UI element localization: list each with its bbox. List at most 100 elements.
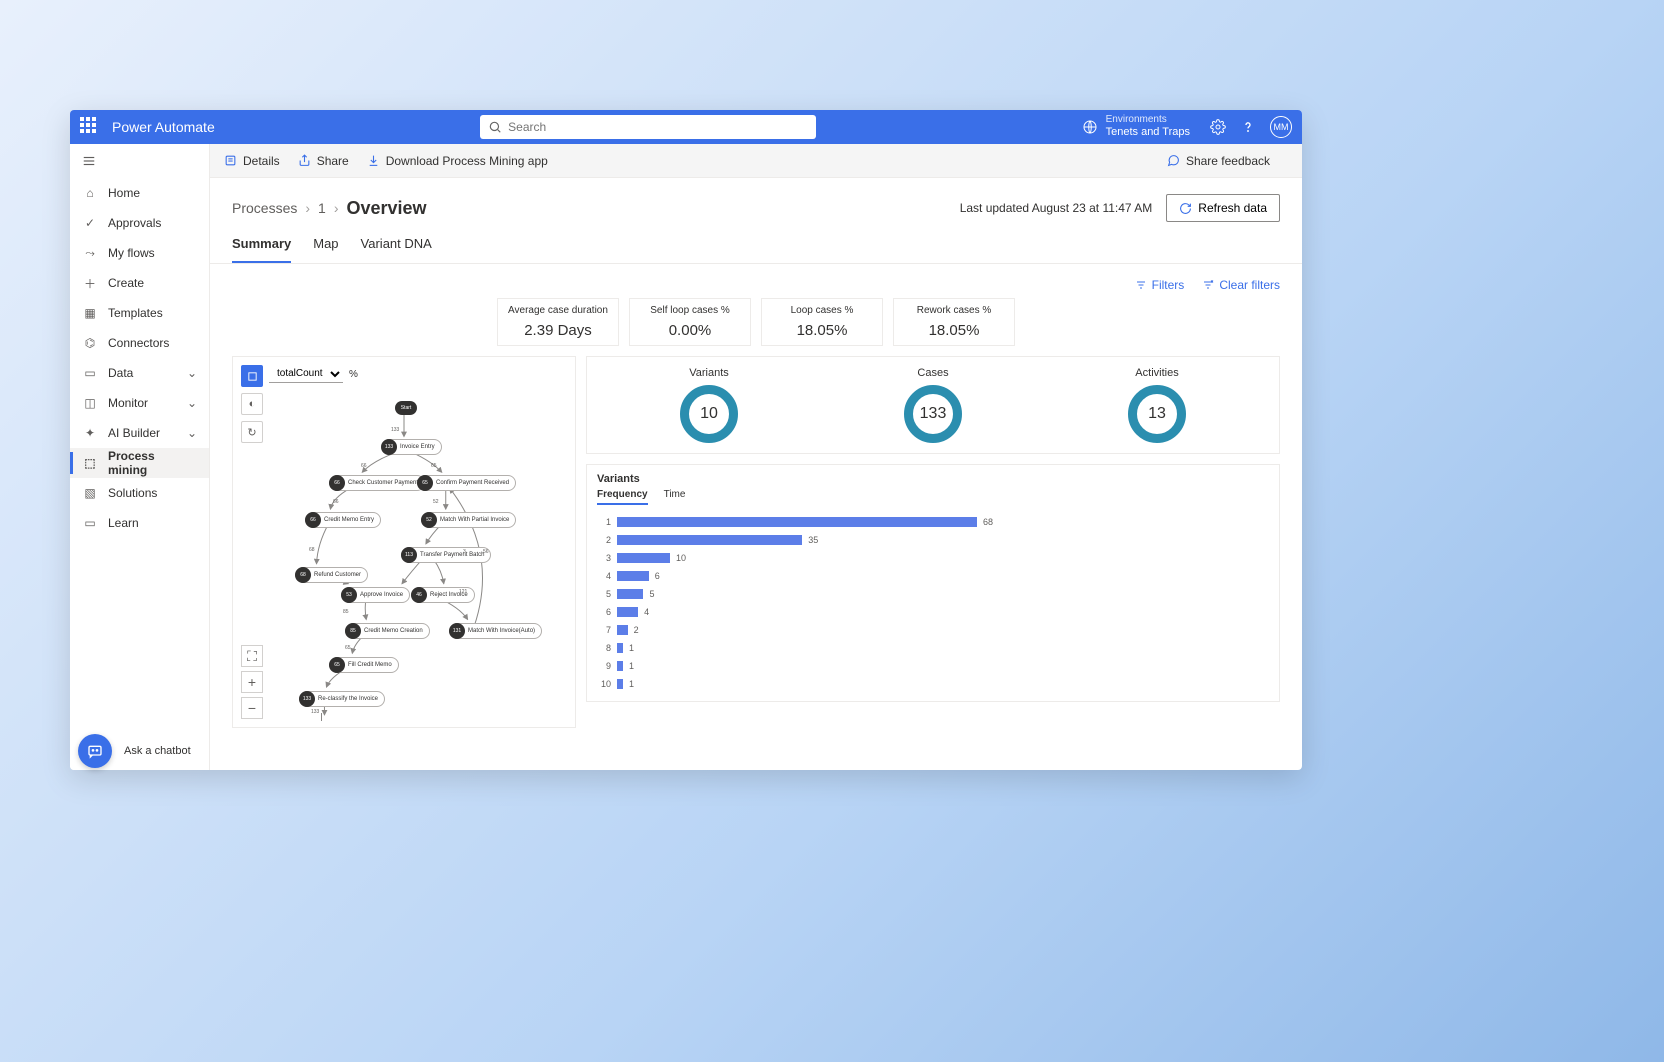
- tab-summary[interactable]: Summary: [232, 236, 291, 263]
- node-count: 65: [417, 475, 433, 491]
- variant-row[interactable]: 64: [597, 603, 1269, 621]
- sidebar-item-label: Learn: [108, 516, 139, 530]
- sidebar-item-data[interactable]: ▭Data⌄: [70, 358, 209, 388]
- sidebar-item-templates[interactable]: ▦Templates: [70, 298, 209, 328]
- process-node[interactable]: 113Transfer Payment Batch: [401, 547, 491, 563]
- process-node[interactable]: 133Invoice Entry: [381, 439, 442, 455]
- sidebar-item-ai-builder[interactable]: ✦AI Builder⌄: [70, 418, 209, 448]
- details-button[interactable]: Details: [224, 154, 280, 168]
- last-updated: Last updated August 23 at 11:47 AM: [960, 201, 1153, 215]
- node-label: Refund Customer: [314, 572, 361, 578]
- search-icon: [488, 120, 502, 134]
- variant-row[interactable]: 72: [597, 621, 1269, 639]
- settings-button[interactable]: [1210, 119, 1226, 135]
- variants-title: Variants: [597, 473, 1269, 485]
- filters-button[interactable]: Filters: [1135, 278, 1185, 292]
- search-input[interactable]: [508, 120, 808, 134]
- donut-title: Activities: [1128, 367, 1186, 379]
- variant-bar: [617, 571, 649, 581]
- sidebar-item-my-flows[interactable]: ⤳My flows: [70, 238, 209, 268]
- sidebar-toggle[interactable]: [70, 144, 209, 178]
- variant-index: 2: [597, 535, 611, 545]
- node-label: Transfer Payment Batch: [420, 552, 484, 558]
- process-node[interactable]: 65Confirm Payment Received: [417, 475, 516, 491]
- variant-row[interactable]: 235: [597, 531, 1269, 549]
- breadcrumb-root[interactable]: Processes: [232, 200, 297, 216]
- process-node[interactable]: 66Credit Memo Entry: [305, 512, 381, 528]
- chevron-down-icon: ⌄: [187, 396, 197, 410]
- app-launcher-icon[interactable]: [80, 117, 100, 137]
- kpi-label: Rework cases %: [902, 305, 1006, 316]
- edge-label: 65: [431, 463, 437, 469]
- process-node[interactable]: 65Fill Credit Memo: [329, 657, 399, 673]
- node-count: 53: [341, 587, 357, 603]
- sidebar-item-approvals[interactable]: ✓Approvals: [70, 208, 209, 238]
- sidebar-item-connectors[interactable]: ⌬Connectors: [70, 328, 209, 358]
- chatbot-label: Ask a chatbot: [124, 745, 191, 757]
- variant-value: 10: [676, 553, 686, 563]
- variant-value: 1: [629, 643, 634, 653]
- edge-label: 133: [311, 709, 319, 715]
- share-button[interactable]: Share: [298, 154, 349, 168]
- variant-row[interactable]: 91: [597, 657, 1269, 675]
- details-icon: [224, 154, 237, 167]
- edge-label: 3: [463, 549, 466, 555]
- sidebar-item-learn[interactable]: ▭Learn: [70, 508, 209, 538]
- variant-index: 6: [597, 607, 611, 617]
- variant-row[interactable]: 46: [597, 567, 1269, 585]
- feedback-icon: [1167, 154, 1180, 167]
- search-box[interactable]: [480, 115, 816, 139]
- sidebar-item-process-mining[interactable]: ⬚Process mining: [70, 448, 209, 478]
- variant-row[interactable]: 81: [597, 639, 1269, 657]
- process-node[interactable]: 68Refund Customer: [295, 567, 368, 583]
- donut-cases: Cases133: [904, 367, 962, 443]
- user-avatar[interactable]: MM: [1270, 116, 1292, 138]
- process-node[interactable]: 53Approve Invoice: [341, 587, 410, 603]
- variant-index: 8: [597, 643, 611, 653]
- sidebar-item-home[interactable]: ⌂Home: [70, 178, 209, 208]
- nav-icon: ▦: [82, 306, 98, 320]
- variant-row[interactable]: 168: [597, 513, 1269, 531]
- variant-tab-time[interactable]: Time: [664, 489, 686, 505]
- process-node[interactable]: 131Match With Invoice(Auto): [449, 623, 542, 639]
- edge-label: 66: [361, 463, 367, 469]
- variant-index: 7: [597, 625, 611, 635]
- nav-icon: ⬚: [82, 456, 98, 470]
- top-header: Power Automate Environments Tenets and T…: [70, 110, 1302, 144]
- help-button[interactable]: [1240, 119, 1256, 135]
- process-node[interactable]: 133Re-classify the Invoice: [299, 691, 385, 707]
- brand-name: Power Automate: [112, 119, 215, 135]
- process-node[interactable]: 66Check Customer Payment: [329, 475, 425, 491]
- chatbot-launcher[interactable]: Ask a chatbot: [78, 734, 191, 768]
- feedback-button[interactable]: Share feedback: [1167, 154, 1270, 168]
- sidebar-item-solutions[interactable]: ▧Solutions: [70, 478, 209, 508]
- edge-label: 52: [433, 499, 439, 505]
- variant-row[interactable]: 55: [597, 585, 1269, 603]
- kpi-value: 0.00%: [638, 322, 742, 339]
- donut-value: 10: [680, 385, 738, 443]
- node-label: Approve Invoice: [360, 592, 403, 598]
- edge-label: 85: [343, 609, 349, 615]
- sidebar-item-label: Solutions: [108, 486, 157, 500]
- variant-row[interactable]: 310: [597, 549, 1269, 567]
- node-count: 131: [449, 623, 465, 639]
- download-button[interactable]: Download Process Mining app: [367, 154, 548, 168]
- clear-filters-button[interactable]: Clear filters: [1202, 278, 1280, 292]
- tab-variant-dna[interactable]: Variant DNA: [361, 236, 432, 263]
- node-label: Check Customer Payment: [348, 480, 418, 486]
- sidebar-item-create[interactable]: ＋Create: [70, 268, 209, 298]
- refresh-button[interactable]: Refresh data: [1166, 194, 1280, 222]
- variant-index: 5: [597, 589, 611, 599]
- sidebar-item-monitor[interactable]: ◫Monitor⌄: [70, 388, 209, 418]
- breadcrumb-mid[interactable]: 1: [318, 200, 326, 216]
- environment-picker[interactable]: Environments Tenets and Traps: [1082, 114, 1190, 139]
- command-bar: Details Share Download Process Mining ap…: [210, 144, 1302, 178]
- process-node[interactable]: 85Credit Memo Creation: [345, 623, 430, 639]
- chatbot-icon: [87, 743, 103, 759]
- nav-icon: ✓: [82, 216, 98, 230]
- process-node[interactable]: 52Match With Partial Invoice: [421, 512, 516, 528]
- tab-map[interactable]: Map: [313, 236, 338, 263]
- variant-row[interactable]: 101: [597, 675, 1269, 693]
- variant-bar: [617, 517, 977, 527]
- variant-tab-frequency[interactable]: Frequency: [597, 489, 648, 505]
